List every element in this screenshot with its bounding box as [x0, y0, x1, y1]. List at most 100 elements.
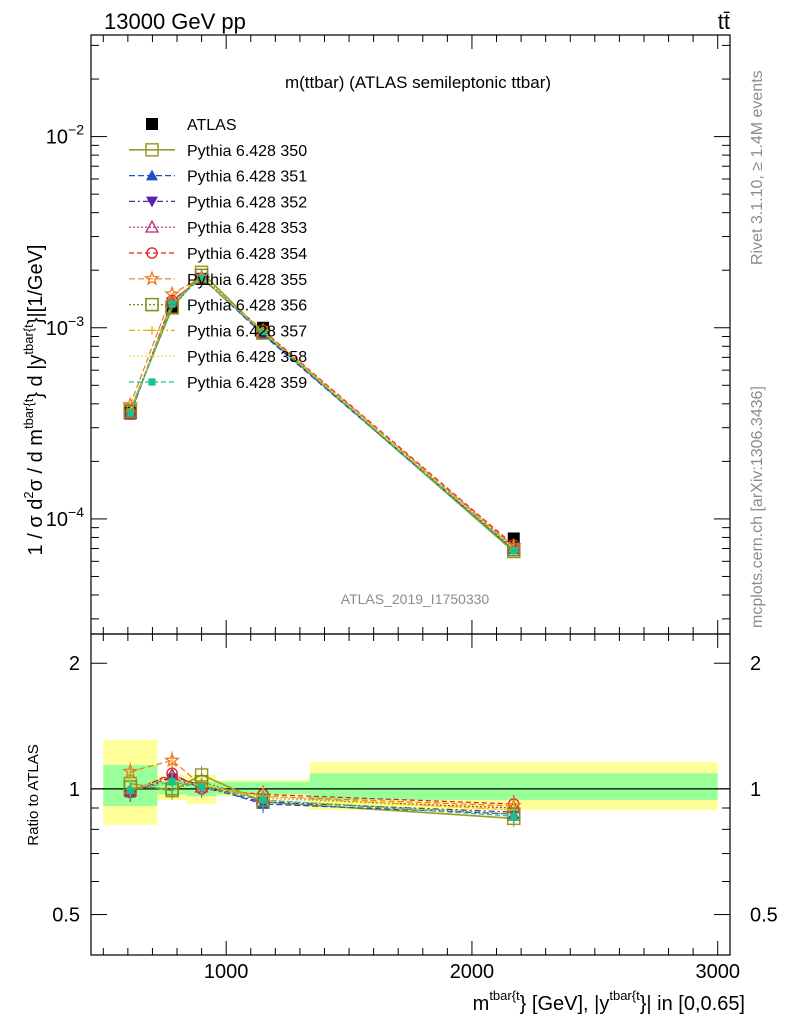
series-line — [129, 277, 515, 552]
ratio-point — [510, 812, 518, 820]
legend-label: ATLAS — [187, 117, 237, 134]
series-357 — [126, 273, 518, 553]
series-351 — [124, 271, 520, 555]
data-point — [259, 329, 267, 337]
x-tick-label: 1000 — [204, 961, 249, 983]
legend-label: Pythia 6.428 351 — [187, 169, 307, 186]
data-point — [123, 404, 138, 419]
series-line — [129, 274, 515, 551]
ratio-point — [259, 796, 267, 804]
ratio-panel: 0.5 0.5 1 1 2 2 Ratio to ATLAS 1000 2000 3000 m… — [25, 633, 778, 1015]
main-y-axis-label: 1 / σ d2σ / d mtbar{t} d |ytbar{t}|[1/Ge… — [21, 245, 47, 556]
ratio-frame — [90, 633, 731, 956]
ratio-y-tick-label: 1 — [69, 779, 80, 801]
ratio-point — [197, 783, 206, 791]
ratio-plot-area — [91, 634, 730, 955]
x-tick-labels: 1000 2000 3000 — [204, 961, 740, 983]
legend-label: Pythia 6.428 358 — [187, 349, 307, 366]
legend-marker — [144, 219, 160, 233]
series-356 — [123, 268, 521, 557]
legend-label: Pythia 6.428 353 — [187, 220, 307, 237]
series-line — [129, 277, 515, 548]
legend-entry: Pythia 6.428 350 — [129, 143, 307, 160]
legend-marker — [146, 169, 158, 181]
legend-entry: Pythia 6.428 356 — [129, 298, 307, 315]
main-y-tick-label: 10−4 — [46, 504, 84, 531]
x-tick-label: 2000 — [450, 961, 495, 983]
legend-label: Pythia 6.428 354 — [187, 246, 307, 263]
data-point — [506, 542, 521, 557]
chart-title: m(ttbar) (ATLAS semileptonic ttbar) — [285, 73, 551, 92]
legend-label: Pythia 6.428 350 — [187, 143, 307, 160]
legend-label: Pythia 6.428 355 — [187, 272, 307, 289]
series-353 — [123, 270, 521, 553]
data-point — [256, 326, 270, 340]
legend: ATLAS Pythia 6.428 350 Pythia 6.428 351 Pyt… — [129, 117, 307, 392]
ratio-series-359 — [126, 772, 518, 826]
legend-marker — [148, 378, 156, 386]
ratio-point — [164, 751, 181, 768]
series-358 — [129, 276, 515, 549]
series-line — [129, 276, 515, 549]
data-point — [163, 285, 181, 301]
ratio-y-tick-labels: 0.5 0.5 1 1 2 2 — [52, 653, 778, 926]
ratio-y-axis-label: Ratio to ATLAS — [25, 744, 42, 845]
legend-marker — [143, 270, 161, 286]
legend-entry: Pythia 6.428 352 — [129, 194, 307, 211]
data-point — [510, 547, 518, 555]
legend-label: Pythia 6.428 359 — [187, 375, 307, 392]
x-axis-label: mtbar{t} [GeV], |ytbar{t}| in [0,0.65] — [473, 988, 745, 1015]
data-point — [122, 396, 139, 412]
ratio-point — [168, 778, 176, 786]
legend-label: Pythia 6.428 352 — [187, 194, 307, 211]
process-label: tt̄ — [718, 9, 730, 34]
legend-entry: Pythia 6.428 358 — [129, 349, 307, 366]
ratio-line — [130, 772, 514, 805]
series-line — [129, 276, 515, 551]
main-plot-area — [91, 35, 730, 634]
x-tick-label: 3000 — [695, 961, 740, 983]
series-line — [129, 277, 515, 546]
legend-label: Pythia 6.428 356 — [187, 298, 307, 315]
series-355 — [122, 268, 522, 554]
legend-entry: Pythia 6.428 357 — [129, 323, 307, 340]
legend-entry: Pythia 6.428 355 — [129, 270, 307, 289]
collision-energy-label: 13000 GeV pp — [104, 9, 246, 34]
legend-entry: Pythia 6.428 351 — [129, 169, 307, 186]
rivet-version-label: Rivet 3.1.10, ≥ 1.4M events — [749, 70, 766, 265]
legend-marker — [146, 196, 158, 208]
legend-marker — [145, 297, 159, 312]
data-point — [168, 300, 176, 308]
ratio-y-tick-label: 2 — [69, 653, 80, 675]
legend-marker — [145, 143, 159, 157]
main-y-tick-label: 10−2 — [46, 122, 84, 149]
ratio-y-tick-label: 0.5 — [52, 905, 80, 927]
main-y-tick-label: 10−3 — [46, 313, 84, 340]
analysis-watermark: ATLAS_2019_I1750330 — [341, 591, 490, 607]
ratio-point — [122, 763, 139, 779]
main-panel: m(ttbar) (ATLAS semileptonic ttbar) ATLA… — [21, 34, 731, 635]
ratio-y-tick-label-right: 1 — [750, 779, 761, 801]
series-line — [129, 276, 515, 549]
ratio-point — [126, 787, 134, 795]
legend-label: Pythia 6.428 357 — [187, 323, 307, 340]
series-line — [129, 276, 515, 547]
legend-marker — [146, 247, 158, 259]
legend-entry: Pythia 6.428 359 — [129, 375, 307, 392]
series-352 — [124, 272, 520, 556]
legend-entry: Pythia 6.428 354 — [129, 246, 307, 263]
series-line — [129, 276, 515, 550]
series-359 — [126, 274, 518, 555]
data-point — [126, 409, 134, 417]
series-350 — [123, 265, 521, 559]
legend-entry: Pythia 6.428 353 — [129, 219, 307, 237]
ratio-y-tick-label-right: 2 — [750, 653, 761, 675]
legend-marker — [147, 326, 157, 335]
mcplots-label: mcplots.cern.ch [arXiv:1306.3436] — [749, 386, 766, 628]
ratio-y-tick-label-right: 0.5 — [750, 905, 778, 927]
legend-marker — [146, 118, 158, 130]
main-y-tick-labels: 10−4 10−3 10−2 — [46, 122, 84, 531]
data-point — [197, 274, 206, 282]
legend-entry: ATLAS — [146, 117, 237, 134]
